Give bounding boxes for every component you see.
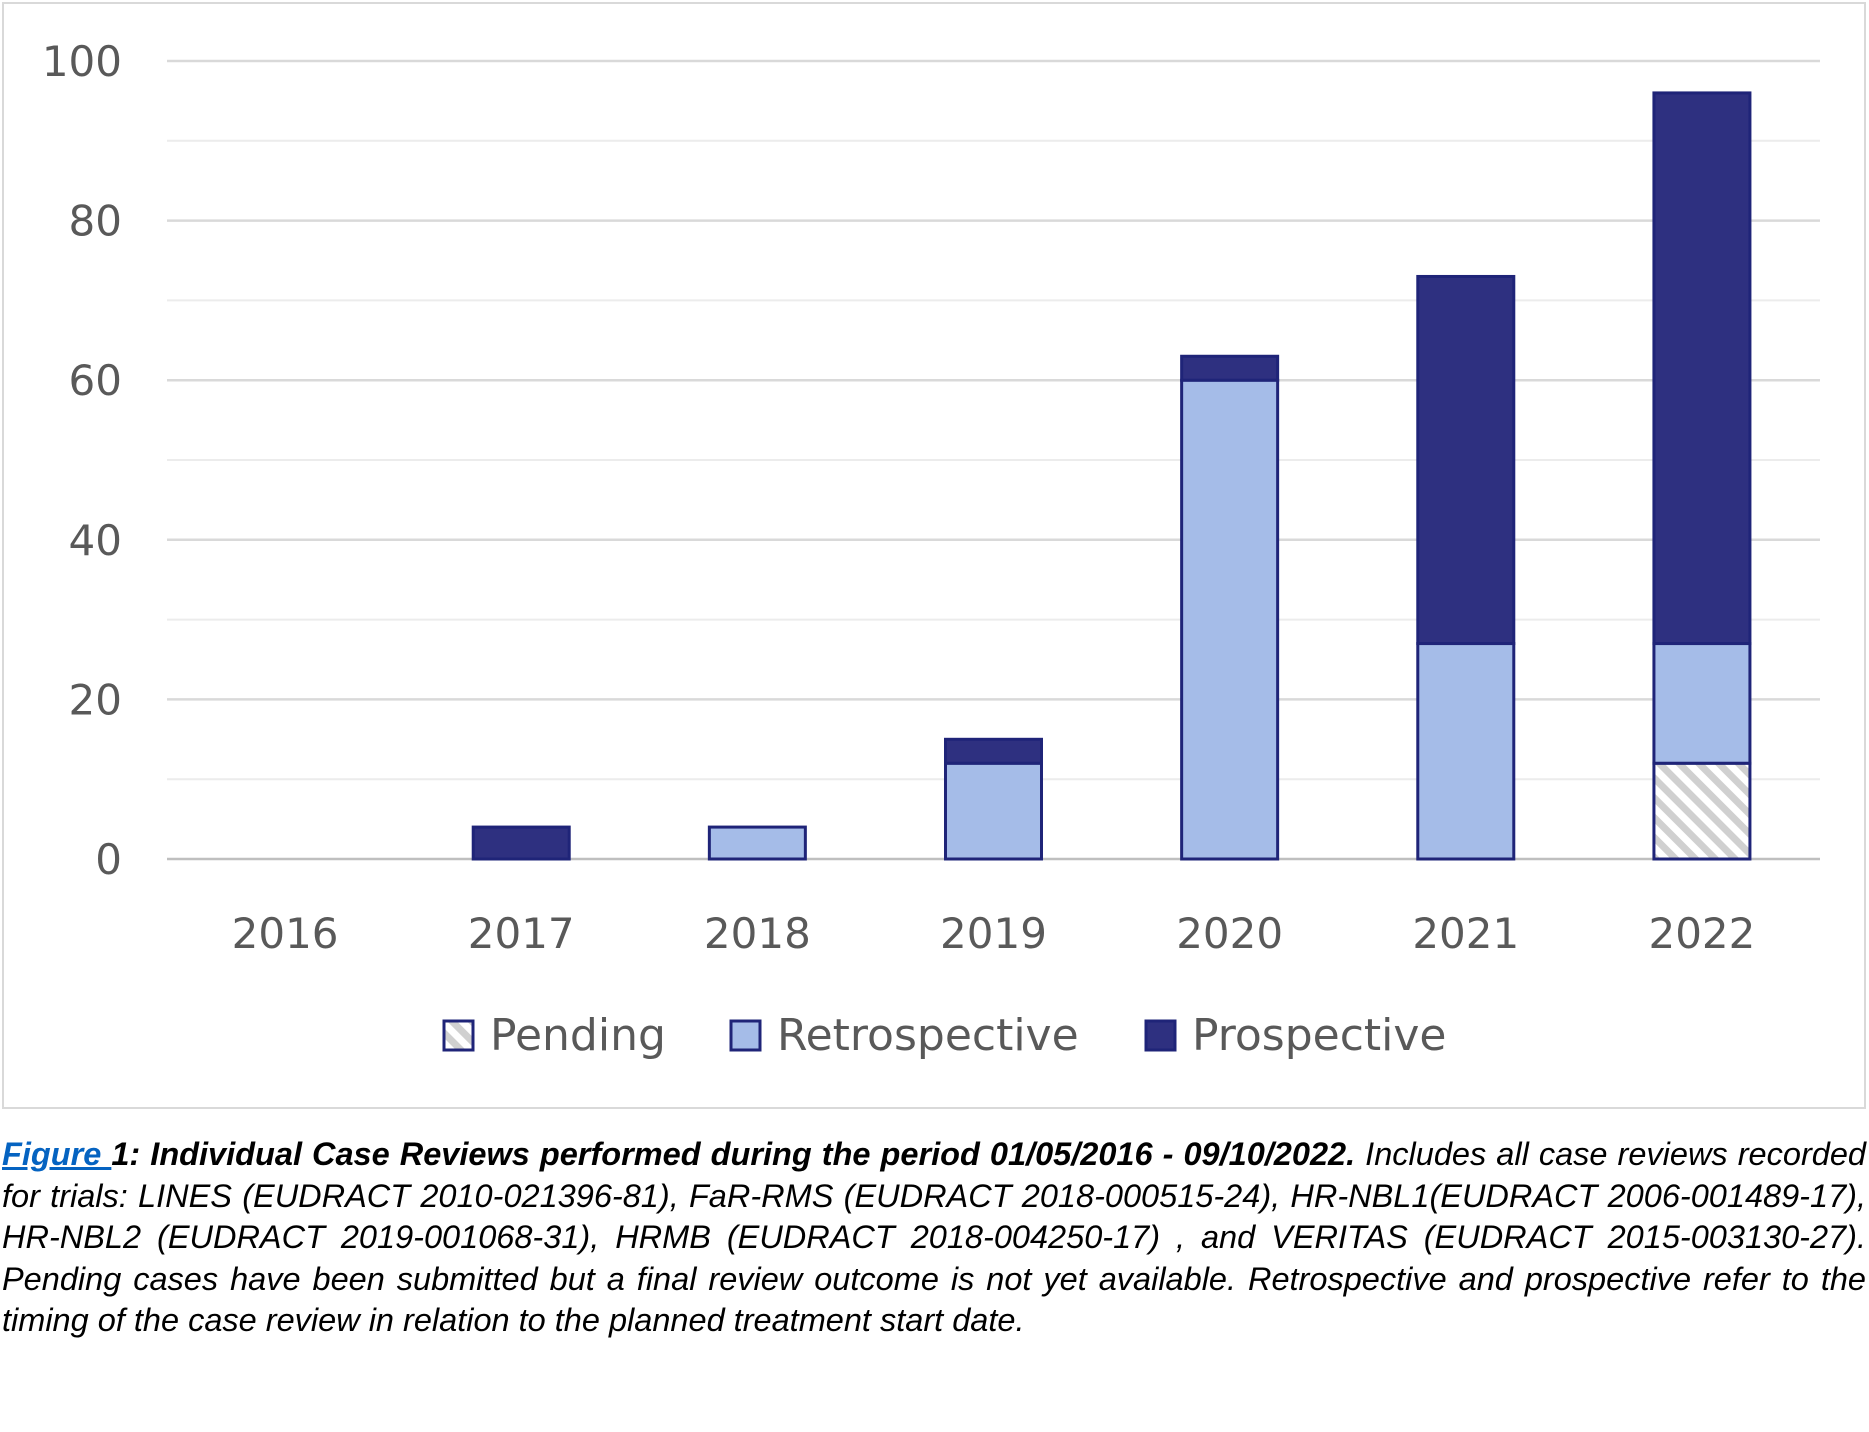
figure-title: 1: Individual Case Reviews performed dur… xyxy=(111,1136,1356,1172)
x-tick-label: 2020 xyxy=(1176,909,1283,958)
x-tick-label: 2017 xyxy=(468,909,575,958)
y-tick-label: 80 xyxy=(69,197,122,246)
bar-prospective-2019 xyxy=(944,737,1043,765)
y-tick-label: 0 xyxy=(95,835,122,884)
y-axis-ticks: 0 20 40 60 80 100 xyxy=(42,37,122,884)
bar-retrospective-2020 xyxy=(1180,378,1280,861)
legend-swatch-pending xyxy=(442,1019,475,1052)
x-axis-ticks: 2016 2017 2018 2019 2020 2021 2022 xyxy=(232,909,1756,958)
bar-prospective-2020 xyxy=(1180,354,1280,382)
bar-prospective-2021 xyxy=(1416,274,1516,646)
y-tick-label: 60 xyxy=(69,356,122,405)
bar-retrospective-2018 xyxy=(707,825,807,861)
x-tick-label: 2021 xyxy=(1412,909,1519,958)
legend: Pending Retrospective Prospective xyxy=(442,1010,1447,1061)
legend-label-prospective: Prospective xyxy=(1192,1010,1447,1061)
bar-prospective-2017 xyxy=(471,825,571,861)
stacked-bar-chart: 0 20 40 60 80 100 2016 2017 2018 2019 2020 2021 202… xyxy=(42,37,1820,1061)
y-tick-label: 20 xyxy=(69,675,122,724)
legend-swatch-retrospective xyxy=(729,1019,762,1052)
gridlines xyxy=(167,59,1820,861)
x-tick-label: 2019 xyxy=(940,909,1047,958)
figure-link[interactable]: Figure xyxy=(2,1136,112,1172)
bars xyxy=(471,91,1752,861)
chart-frame: 0 20 40 60 80 100 2016 2017 2018 2019 2020 2021 202… xyxy=(2,2,1866,1109)
y-tick-label: 100 xyxy=(42,37,122,86)
x-tick-label: 2016 xyxy=(232,909,339,958)
bar-pending-2022 xyxy=(1652,761,1752,861)
bar-retrospective-2021 xyxy=(1416,642,1516,861)
legend-label-retrospective: Retrospective xyxy=(777,1010,1079,1061)
y-tick-label: 40 xyxy=(69,516,122,565)
legend-label-pending: Pending xyxy=(490,1010,666,1061)
figure-caption: Figure 1: Individual Case Reviews perfor… xyxy=(2,1134,1866,1342)
bar-prospective-2022 xyxy=(1652,91,1752,646)
figure-description: Includes all case reviews recorded for t… xyxy=(2,1136,1866,1338)
x-tick-label: 2018 xyxy=(704,909,811,958)
x-tick-label: 2022 xyxy=(1648,909,1755,958)
legend-swatch-prospective xyxy=(1144,1019,1177,1052)
bar-retrospective-2022 xyxy=(1652,642,1752,765)
bar-retrospective-2019 xyxy=(944,761,1043,861)
